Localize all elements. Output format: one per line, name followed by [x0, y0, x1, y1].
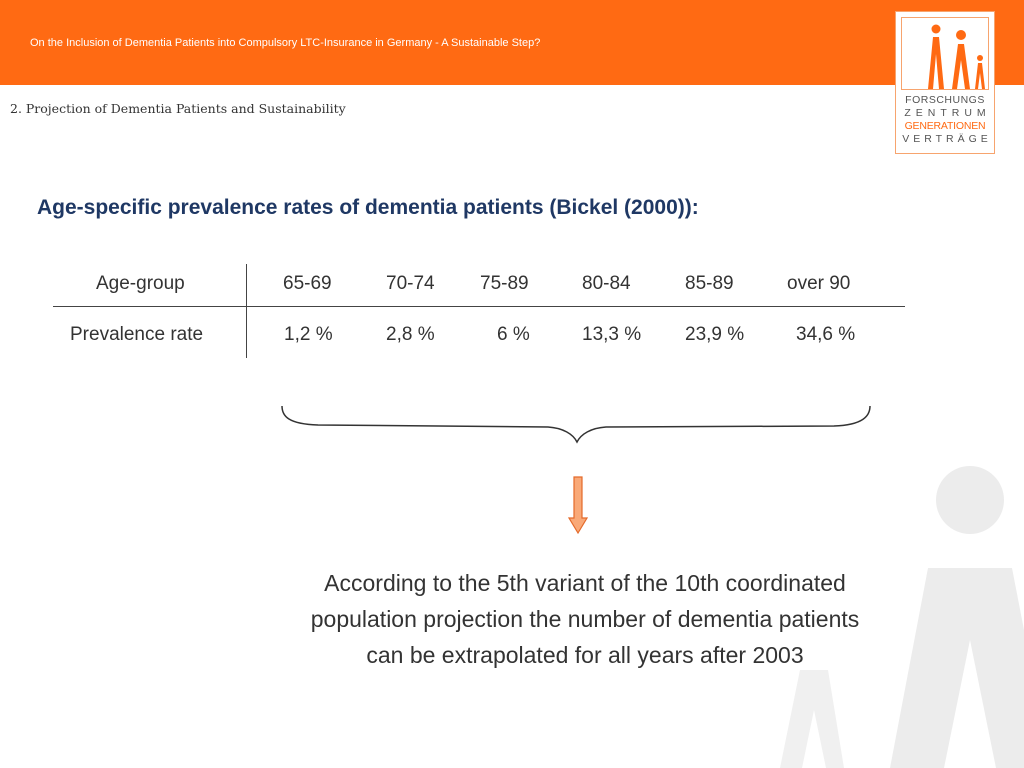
prevalence-rate-cell: 34,6 %: [796, 324, 856, 345]
logo-text: FORSCHUNGS ZENTRUM GENERATIONEN VERTRÄGE: [896, 94, 994, 146]
table-divider: [53, 306, 905, 307]
note-line-2: population projection the number of deme…: [310, 606, 860, 632]
logo-line-1: FORSCHUNGS: [905, 94, 985, 106]
people-icon: [928, 24, 985, 89]
logo: FORSCHUNGS ZENTRUM GENERATIONEN VERTRÄGE: [895, 11, 995, 154]
logo-line-3: GENERATIONEN: [904, 120, 986, 132]
prevalence-rate-cell: 2,8 %: [386, 324, 435, 345]
section-title: 2. Projection of Dementia Patients and S…: [10, 101, 346, 116]
age-group-cell: 70-74: [386, 273, 435, 294]
age-group-cell: 75-89: [480, 273, 529, 294]
age-group-cell: 85-89: [685, 273, 734, 294]
age-group-cell: 65-69: [283, 273, 332, 294]
logo-figures: [901, 17, 989, 90]
projection-note: According to the 5th variant of the 10th…: [230, 565, 940, 673]
age-group-cell: over 90: [787, 273, 851, 294]
prevalence-rate-cell: 13,3 %: [582, 324, 642, 345]
age-group-label: Age-group: [96, 273, 185, 294]
table-column-divider: [246, 264, 247, 358]
prevalence-rate-label: Prevalence rate: [70, 324, 204, 345]
watermark-figure-icon: [780, 466, 1024, 768]
presentation-title: On the Inclusion of Dementia Patients in…: [30, 37, 541, 49]
prevalence-rate-cell: 1,2 %: [284, 324, 333, 345]
age-group-cell: 80-84: [582, 273, 631, 294]
prevalence-rate-cell: 6 %: [497, 324, 530, 345]
note-line-1: According to the 5th variant of the 10th…: [324, 570, 846, 596]
down-arrow-icon: [568, 476, 588, 535]
logo-line-2: ZENTRUM: [904, 107, 991, 119]
prevalence-rate-cell: 23,9 %: [685, 324, 745, 345]
logo-line-4: VERTRÄGE: [902, 133, 992, 145]
header-bar: On the Inclusion of Dementia Patients in…: [0, 0, 1024, 85]
curly-brace-icon: [281, 405, 871, 444]
slide-heading: Age-specific prevalence rates of dementi…: [37, 196, 699, 219]
note-line-3: can be extrapolated for all years after …: [366, 642, 804, 668]
